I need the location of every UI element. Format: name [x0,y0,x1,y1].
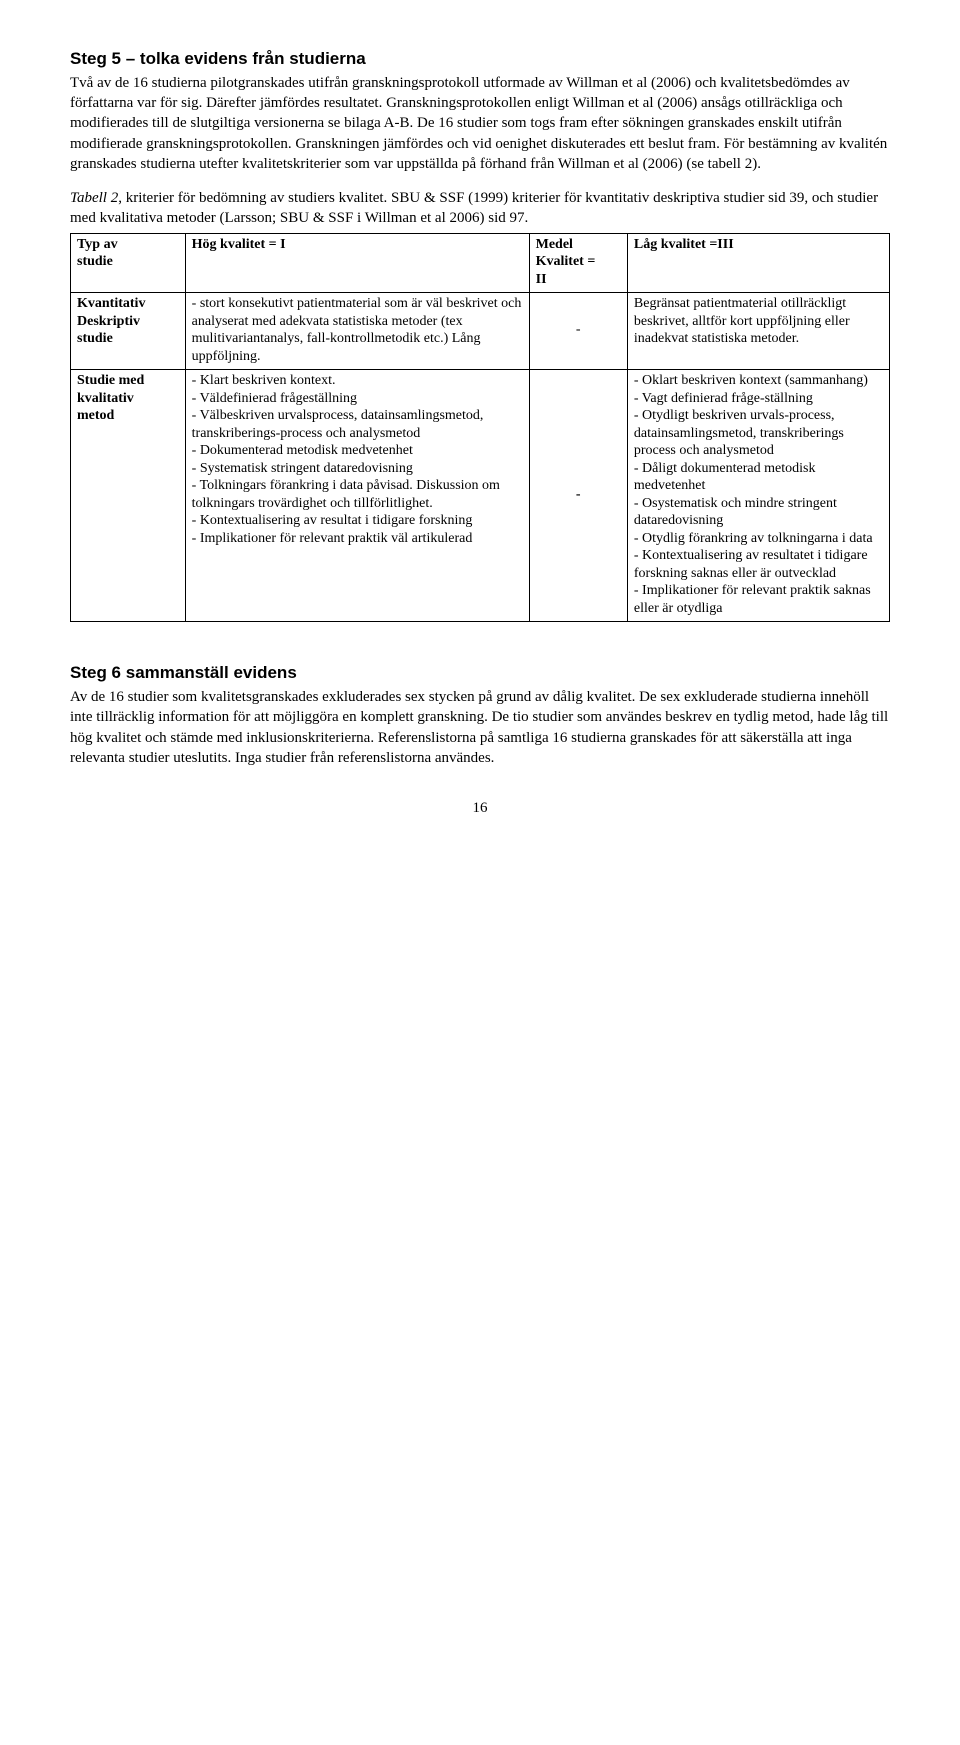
row1-medium: - [529,293,627,370]
head-type: Typ av studie [71,233,186,293]
row1-low: Begränsat patientmaterial otillräckligt … [627,293,889,370]
step5-body: Två av de 16 studierna pilotgranskades u… [70,73,890,174]
step6-body: Av de 16 studier som kvalitetsgranskades… [70,687,890,768]
step5-heading: Steg 5 – tolka evidens från studierna [70,48,890,71]
head-low: Låg kvalitet =III [627,233,889,293]
quality-table: Typ av studie Hög kvalitet = I Medel Kva… [70,233,890,623]
step6-heading: Steg 6 sammanställ evidens [70,662,890,685]
row1-type: Kvantitativ Deskriptiv studie [71,293,186,370]
table-row: Kvantitativ Deskriptiv studie - stort ko… [71,293,890,370]
table-caption: Tabell 2, kriterier för bedömning av stu… [70,188,890,229]
row2-type: Studie med kvalitativ metod [71,370,186,622]
table-row: Typ av studie Hög kvalitet = I Medel Kva… [71,233,890,293]
row2-high: - Klart beskriven kontext. - Väldefinier… [185,370,529,622]
row2-low: - Oklart beskriven kontext (sammanhang) … [627,370,889,622]
table-row: Studie med kvalitativ metod - Klart besk… [71,370,890,622]
head-medium: Medel Kvalitet = II [529,233,627,293]
row1-high: - stort konsekutivt patientmaterial som … [185,293,529,370]
page-number: 16 [70,798,890,818]
table-caption-rest: , kriterier för bedömning av studiers kv… [70,190,878,226]
head-high: Hög kvalitet = I [185,233,529,293]
row2-medium: - [529,370,627,622]
table-caption-lead: Tabell 2 [70,190,118,206]
